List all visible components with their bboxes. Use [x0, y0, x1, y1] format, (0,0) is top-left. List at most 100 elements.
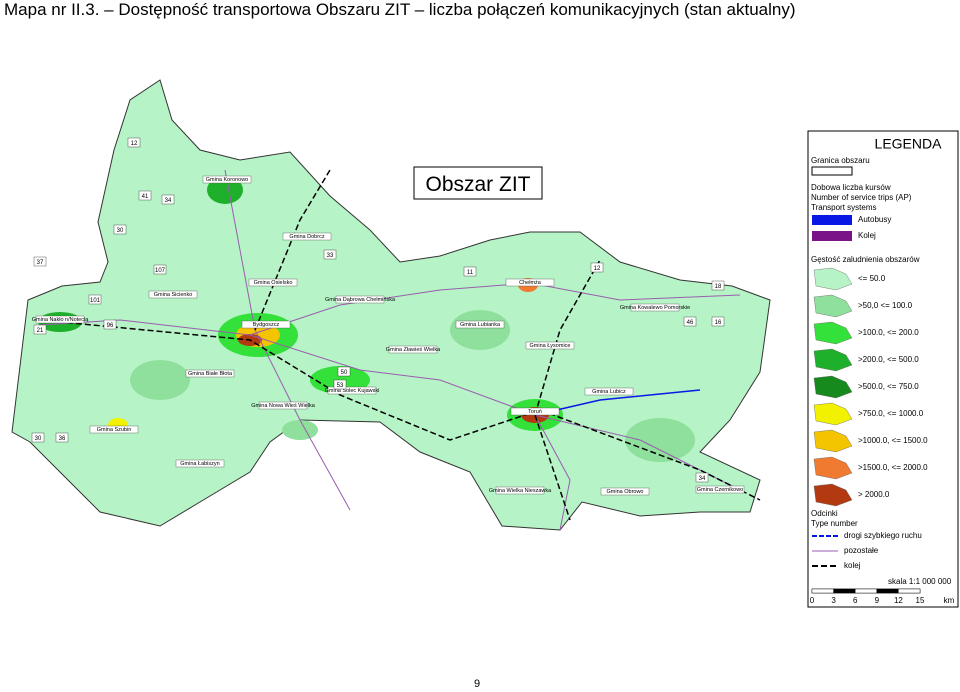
gmina-label: Gmina Sicienko [154, 292, 193, 298]
gmina-label: Gmina Obrowo [607, 489, 644, 495]
system-swatch [812, 215, 852, 225]
gmina-label: Gmina Szubin [97, 427, 132, 433]
scale-segment [855, 588, 878, 594]
legend-text: >200.0, <= 500.0 [858, 355, 919, 364]
gmina-label: Bydgoszcz [253, 322, 280, 328]
gmina-label-box [248, 278, 298, 287]
route-label: 37 [37, 260, 44, 266]
legend-text: >750.0, <= 1000.0 [858, 409, 924, 418]
route-label-box [590, 262, 604, 273]
density-swatch [813, 375, 853, 399]
route-label-box [711, 280, 725, 291]
route-label-box [683, 316, 697, 327]
gmina-label-box [505, 278, 555, 287]
area-label-box [413, 166, 543, 200]
system-swatch [812, 231, 852, 241]
route-label-box [323, 249, 337, 260]
route-label-box [337, 366, 351, 377]
gmina-label: Gmina Nakło n/Notecią [32, 317, 89, 323]
gmina-label-box [35, 315, 85, 324]
area-label: Obszar ZIT [425, 173, 530, 196]
title: Mapa nr II.3. – Dostępność transportowa … [4, 0, 796, 19]
legend-text: drogi szybkiego ruchu [844, 531, 922, 540]
route-label: 12 [131, 141, 138, 147]
gmina-label: Gmina Koronowo [206, 177, 249, 183]
gmina-label: Gmina Kowalewo Pomorskie [620, 305, 690, 311]
legend-text: Dobowa liczba kursów [811, 183, 891, 192]
route-label: 53 [337, 383, 344, 389]
gmina-label-box [175, 459, 225, 468]
route-label: 30 [117, 228, 124, 234]
density-swatch [813, 294, 853, 318]
gmina-label: Gmina Dąbrowa Chełmińska [325, 297, 396, 303]
scale-tick-label: 12 [894, 596, 903, 605]
route-label-box [138, 190, 152, 201]
route-label: 41 [142, 194, 149, 200]
gmina-label: Gmina Solec Kujawski [325, 388, 380, 394]
gmina-label: Chełmża [519, 280, 542, 286]
legend-text: Gęstość zaludnienia obszarów [811, 255, 920, 264]
legend-text: > 2000.0 [858, 490, 890, 499]
route-label-box [33, 324, 47, 335]
gmina-label: Gmina Wielka Nieszawka [489, 488, 552, 494]
scale-tick-label: 0 [810, 596, 815, 605]
legend-text: >100.0, <= 200.0 [858, 328, 919, 337]
route-label: 34 [699, 476, 706, 482]
scale-segment [876, 588, 899, 594]
gmina-label-box [495, 486, 545, 495]
route-label: 50 [341, 370, 348, 376]
route-label: 33 [327, 253, 334, 259]
route-label: 18 [715, 284, 722, 290]
gmina-label-box [335, 295, 385, 304]
legend-text: >1500.0, <= 2000.0 [858, 463, 928, 472]
density-swatch [813, 429, 853, 453]
legend-text: Kolej [858, 231, 876, 240]
route-label-box [161, 194, 175, 205]
gmina-label-box [185, 369, 235, 378]
gmina-label-box [327, 386, 377, 395]
route-label-box [711, 316, 725, 327]
scale-tick-label: km [944, 596, 955, 605]
route-label-box [153, 264, 167, 275]
gmina-label-box [600, 487, 650, 496]
scale-label: skala 1:1 000 000 [888, 577, 952, 586]
route-label-box [463, 266, 477, 277]
gmina-label-box [510, 407, 560, 416]
route-label-box [127, 137, 141, 148]
legend-text: Type number [811, 519, 858, 528]
scale-segment [833, 588, 856, 594]
scale-tick-label: 15 [916, 596, 925, 605]
route-label: 21 [37, 328, 44, 334]
gmina-label: Gmina Lubianka [460, 322, 501, 328]
route-label-box [33, 256, 47, 267]
density-swatch [813, 348, 853, 372]
density-swatch [813, 483, 853, 507]
scale-segment [898, 588, 921, 594]
route-label: 101 [90, 298, 101, 304]
gmina-label-box [455, 320, 505, 329]
legend-text: Transport systems [811, 203, 877, 212]
map: Obszar ZIT Gmina Koronowo Gmina Dobrcz Gmi… [11, 79, 959, 608]
legend-text: <= 50.0 [858, 274, 886, 283]
legend-text: >1000.0, <= 1500.0 [858, 436, 928, 445]
legend-text: >500.0, <= 750.0 [858, 382, 919, 391]
page-number: 9 [474, 678, 481, 690]
boundary-symbol [811, 166, 853, 176]
route-label-box [113, 224, 127, 235]
legend-text: Odcinki [811, 509, 838, 518]
scale-segment [811, 588, 834, 594]
route-label-box [31, 432, 45, 443]
legend-title: LEGENDA [875, 136, 943, 152]
gmina-label-box [89, 425, 139, 434]
legend-text: pozostałe [844, 546, 879, 555]
density-swatch [813, 456, 853, 480]
legend-text: >50,0 <= 100.0 [858, 301, 913, 310]
gmina-label-box [282, 232, 332, 241]
gmina-label: Toruń [528, 409, 542, 415]
legend-text: Granica obszaru [811, 156, 870, 165]
route-label-box [88, 294, 102, 305]
gmina-label-box [630, 303, 680, 312]
gmina-label: Gmina Dobrcz [289, 234, 324, 240]
legend-text: Number of service trips (AP) [811, 193, 912, 202]
